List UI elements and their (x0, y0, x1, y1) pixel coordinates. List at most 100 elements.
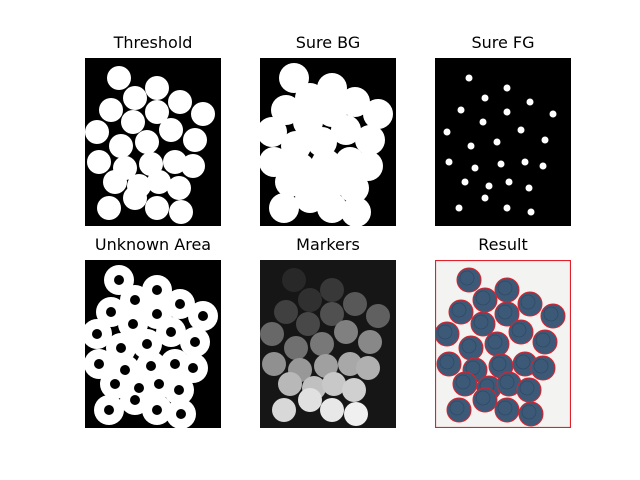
marker-region (310, 332, 334, 356)
threshold-coin (145, 196, 169, 220)
threshold-coin (163, 150, 187, 174)
marker-region (314, 354, 338, 378)
sure-bg-coin (355, 125, 385, 155)
result-coin-detail (521, 404, 537, 420)
threshold-coin (145, 100, 169, 124)
sure-bg-coin (279, 63, 309, 93)
result-coin (435, 321, 460, 347)
result-coin (530, 355, 556, 381)
result-coin (456, 267, 482, 293)
marker-region (282, 268, 306, 292)
marker-region (272, 398, 296, 422)
result-coin-detail (497, 280, 513, 296)
threshold-image (85, 58, 221, 226)
unknown-ring-hole (152, 309, 162, 319)
result-coin-detail (533, 358, 549, 374)
sure-fg-dot (457, 106, 465, 114)
sure-fg-dot (497, 160, 505, 168)
sure-fg-dot (461, 178, 469, 186)
unknown-ring-hole (198, 311, 208, 321)
sure-fg-dot (549, 110, 557, 118)
marker-region (298, 288, 322, 312)
threshold-coin (107, 66, 131, 90)
threshold-coin (145, 76, 169, 100)
threshold-coin (169, 200, 193, 224)
marker-region (343, 292, 367, 316)
sure-bg-image (260, 58, 396, 226)
title-unknown-area: Unknown Area (94, 235, 212, 254)
result-coin-detail (491, 356, 507, 372)
result-coin-detail (439, 354, 455, 370)
unknown-ring-hole (120, 365, 130, 375)
result-coin (494, 301, 520, 327)
sure-bg-coin (353, 151, 383, 181)
result-coin (540, 303, 566, 329)
result-coin-detail (511, 322, 527, 338)
marker-region (320, 302, 344, 326)
unknown-area-image (85, 260, 221, 428)
sure-fg-dot (481, 194, 489, 202)
unknown-ring-hole (128, 319, 138, 329)
result-coin-detail (461, 338, 477, 354)
threshold-coin (87, 150, 111, 174)
unknown-ring-hole (152, 405, 162, 415)
result-coin (452, 371, 478, 397)
result-coin (532, 329, 558, 355)
marker-region (358, 330, 382, 354)
panel-unknown-area (85, 260, 221, 428)
result-coin (436, 351, 462, 377)
sure-bg-coin (271, 95, 301, 125)
sure-bg-coin (363, 99, 393, 129)
threshold-coin (123, 86, 147, 110)
sure-fg-dot (503, 108, 511, 116)
result-coin-detail (520, 294, 536, 310)
sure-fg-dot (455, 204, 463, 212)
sure-fg-dot (505, 178, 513, 186)
sure-bg-coin (317, 193, 347, 223)
unknown-ring-hole (146, 361, 156, 371)
sure-bg-coin (269, 193, 299, 223)
marker-region (322, 372, 346, 396)
unknown-ring-hole (175, 299, 185, 309)
result-coin (446, 397, 472, 423)
threshold-coin (181, 154, 205, 178)
sure-bg-coin (341, 197, 371, 226)
sure-fg-dot (485, 182, 493, 190)
unknown-ring-hole (106, 307, 116, 317)
sure-bg-coin (339, 173, 369, 203)
sure-bg-coin (260, 117, 287, 147)
sure-fg-dot (479, 118, 487, 126)
result-coin-detail (449, 400, 465, 416)
threshold-coin (135, 130, 159, 154)
title-sure-bg: Sure BG (295, 33, 361, 52)
result-frame-boundary (435, 260, 571, 428)
marker-region (334, 320, 358, 344)
result-coin (470, 311, 496, 337)
sure-bg-coin (317, 73, 347, 103)
sure-fg-dot (526, 98, 534, 106)
sure-fg-dot (503, 204, 511, 212)
unknown-ring-hole (116, 343, 126, 353)
sure-fg-dot (541, 136, 549, 144)
sure-fg-dot (493, 138, 501, 146)
result-coin-detail (497, 304, 513, 320)
unknown-ring-hole (134, 383, 144, 393)
unknown-ring-hole (130, 395, 140, 405)
threshold-coin (97, 196, 121, 220)
sure-fg-dot (465, 74, 473, 82)
threshold-coin (147, 170, 171, 194)
marker-region (296, 312, 320, 336)
marker-region (260, 322, 284, 346)
threshold-coin (167, 176, 191, 200)
threshold-coin (121, 110, 145, 134)
sure-fg-dot (503, 84, 511, 92)
sure-fg-dot (539, 162, 547, 170)
marker-region (338, 352, 362, 376)
panel-threshold (85, 58, 221, 226)
marker-region (342, 378, 366, 402)
result-coin-detail (451, 302, 467, 318)
threshold-coin (109, 134, 133, 158)
marker-region (298, 388, 322, 412)
unknown-ring-hole (94, 359, 104, 369)
result-coin-detail (455, 374, 471, 390)
